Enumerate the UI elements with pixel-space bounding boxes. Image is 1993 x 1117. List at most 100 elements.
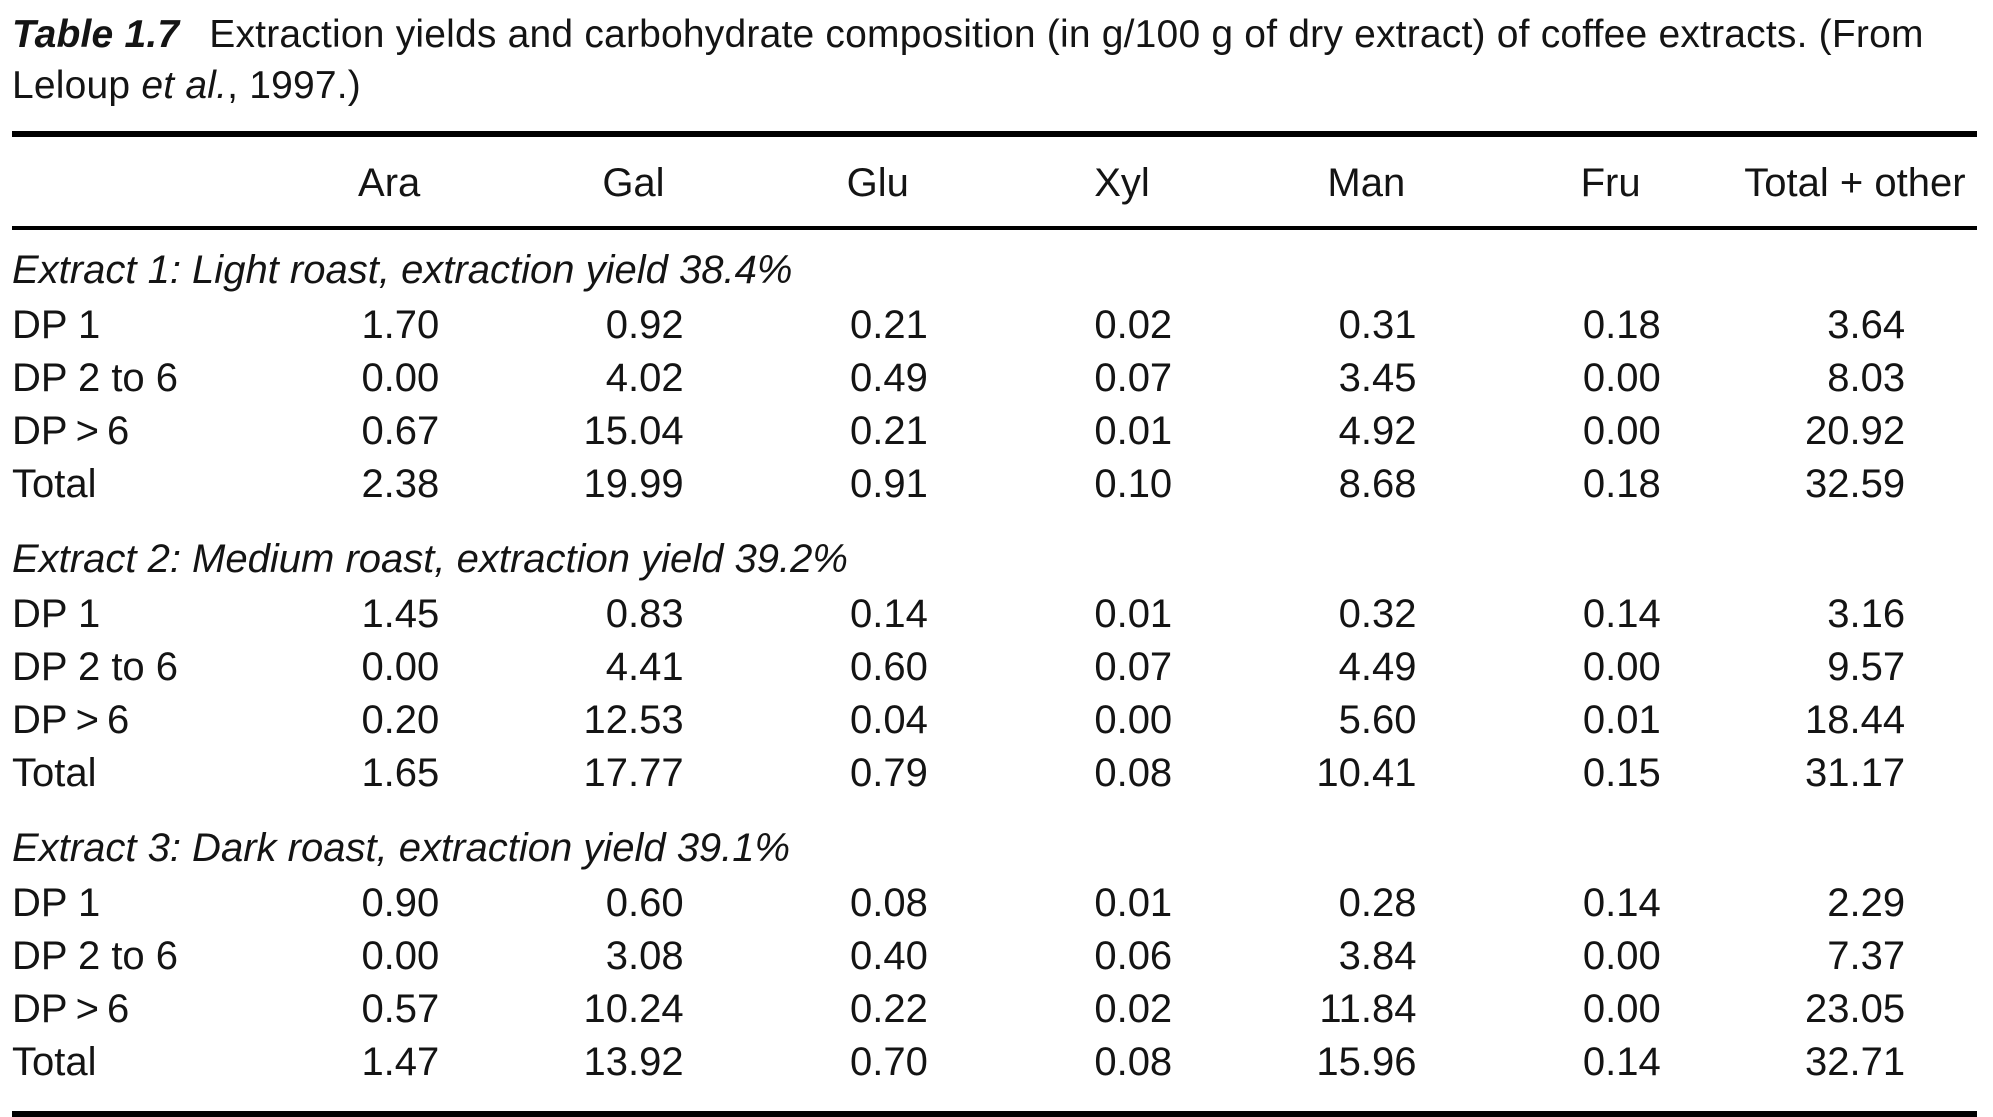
table-row: Total 1.47 13.92 0.70 0.08 15.96 0.14 32…: [12, 1036, 1977, 1114]
value-cell: 1.70: [361, 303, 440, 348]
section-heading-row: Extract 1: Light roast, extraction yield…: [12, 228, 1977, 299]
value-cell: 1.47: [361, 1040, 440, 1085]
row-label: DP 2 to 6: [12, 356, 179, 401]
value-cell: 3.45: [1338, 356, 1417, 401]
value-cell: 11.84: [1319, 987, 1417, 1032]
value-cell: 17.77: [583, 751, 684, 796]
table-row: DP > 6 0.20 12.53 0.04 0.00 5.60 0.01 18…: [12, 694, 1977, 747]
value-cell: 0.91: [850, 462, 928, 507]
value-cell: 0.00: [361, 356, 440, 401]
value-cell: 0.21: [850, 409, 928, 454]
header-empty: [12, 134, 267, 231]
value-cell: 0.06: [1094, 934, 1173, 979]
value-cell: 0.49: [850, 356, 928, 401]
value-cell: 0.20: [361, 698, 440, 743]
table-row: DP 2 to 6 0.00 3.08 0.40 0.06 3.84 0.00 …: [12, 930, 1977, 983]
value-cell: 7.37: [1827, 934, 1906, 979]
value-cell: 8.03: [1827, 356, 1906, 401]
value-cell: 0.32: [1338, 592, 1417, 637]
section-heading-row: Extract 3: Dark roast, extraction yield …: [12, 800, 1977, 877]
table-row: Total 1.65 17.77 0.79 0.08 10.41 0.15 31…: [12, 747, 1977, 800]
value-cell: 5.60: [1338, 698, 1417, 743]
row-label: DP 1: [12, 303, 101, 348]
value-cell: 10.24: [583, 987, 684, 1032]
value-cell: 0.79: [850, 751, 928, 796]
section-heading: Extract 2: Medium roast, extraction yiel…: [12, 537, 848, 582]
value-cell: 0.10: [1094, 462, 1173, 507]
caption-line2-pre: Leloup: [12, 63, 142, 107]
value-cell: 12.53: [583, 698, 684, 743]
value-cell: 0.08: [850, 881, 928, 926]
section-heading: Extract 3: Dark roast, extraction yield …: [12, 826, 791, 871]
column-header-man: Man: [1244, 134, 1489, 231]
value-cell: 2.29: [1827, 881, 1906, 926]
row-label: DP 2 to 6: [12, 645, 179, 690]
caption-etal: et al.: [141, 63, 228, 107]
carbohydrate-composition-table: Ara Gal Glu Xyl Man Fru Total + other Ex…: [12, 131, 1978, 1117]
row-label: DP > 6: [12, 698, 130, 743]
value-cell: 0.40: [850, 934, 928, 979]
value-cell: 32.59: [1804, 462, 1906, 507]
table-row: Total 2.38 19.99 0.91 0.10 8.68 0.18 32.…: [12, 458, 1977, 511]
caption-line2-post: , 1997.): [227, 63, 361, 107]
row-label: DP > 6: [12, 409, 130, 454]
table-row: DP 1 1.70 0.92 0.21 0.02 0.31 0.18 3.64: [12, 299, 1977, 352]
value-cell: 0.18: [1582, 303, 1661, 348]
value-cell: 4.02: [605, 356, 684, 401]
row-label: DP 1: [12, 881, 101, 926]
column-header-ara: Ara: [267, 134, 512, 231]
value-cell: 1.45: [361, 592, 440, 637]
column-header-xyl: Xyl: [999, 134, 1245, 231]
value-cell: 9.57: [1827, 645, 1906, 690]
value-cell: 32.71: [1804, 1040, 1906, 1085]
value-cell: 0.14: [1582, 592, 1661, 637]
value-cell: 10.41: [1316, 751, 1417, 796]
value-cell: 0.00: [1582, 356, 1661, 401]
value-cell: 0.02: [1094, 987, 1173, 1032]
value-cell: 0.14: [1582, 1040, 1661, 1085]
value-cell: 23.05: [1804, 987, 1906, 1032]
value-cell: 0.08: [1094, 1040, 1173, 1085]
table-row: DP 1 1.45 0.83 0.14 0.01 0.32 0.14 3.16: [12, 588, 1977, 641]
row-label: Total: [12, 751, 97, 796]
value-cell: 0.60: [850, 645, 928, 690]
value-cell: 0.00: [1582, 645, 1661, 690]
column-header-fru: Fru: [1488, 134, 1733, 231]
table-row: DP 2 to 6 0.00 4.41 0.60 0.07 4.49 0.00 …: [12, 641, 1977, 694]
value-cell: 0.01: [1094, 881, 1173, 926]
row-label: DP > 6: [12, 987, 130, 1032]
value-cell: 0.67: [361, 409, 440, 454]
column-header-total: Total + other: [1732, 134, 1978, 231]
value-cell: 0.28: [1338, 881, 1417, 926]
value-cell: 13.92: [583, 1040, 684, 1085]
value-cell: 0.01: [1094, 409, 1173, 454]
value-cell: 0.00: [361, 934, 440, 979]
row-label: Total: [12, 462, 97, 507]
table-body: Extract 1: Light roast, extraction yield…: [12, 228, 1977, 1114]
table-number: Table 1.7: [12, 13, 180, 56]
value-cell: 0.00: [1582, 934, 1661, 979]
value-cell: 0.83: [605, 592, 684, 637]
header-row: Ara Gal Glu Xyl Man Fru Total + other: [12, 134, 1978, 231]
value-cell: 4.92: [1338, 409, 1417, 454]
value-cell: 3.08: [605, 934, 684, 979]
value-cell: 15.96: [1316, 1040, 1417, 1085]
value-cell: 3.16: [1827, 592, 1906, 637]
table-row: DP > 6 0.57 10.24 0.22 0.02 11.84 0.00 2…: [12, 983, 1977, 1036]
row-label: DP 2 to 6: [12, 934, 179, 979]
table-header: Ara Gal Glu Xyl Man Fru Total + other: [12, 134, 1978, 231]
row-label: Total: [12, 1040, 97, 1085]
value-cell: 0.07: [1094, 356, 1173, 401]
column-header-gal: Gal: [511, 134, 756, 231]
caption-line1: Extraction yields and carbohydrate compo…: [209, 13, 1924, 56]
value-cell: 0.70: [850, 1040, 928, 1085]
value-cell: 4.41: [605, 645, 684, 690]
section-heading-row: Extract 2: Medium roast, extraction yiel…: [12, 511, 1977, 588]
value-cell: 0.31: [1338, 303, 1417, 348]
value-cell: 0.92: [605, 303, 684, 348]
value-cell: 8.68: [1338, 462, 1417, 507]
value-cell: 0.60: [605, 881, 684, 926]
value-cell: 0.18: [1582, 462, 1661, 507]
value-cell: 18.44: [1804, 698, 1906, 743]
